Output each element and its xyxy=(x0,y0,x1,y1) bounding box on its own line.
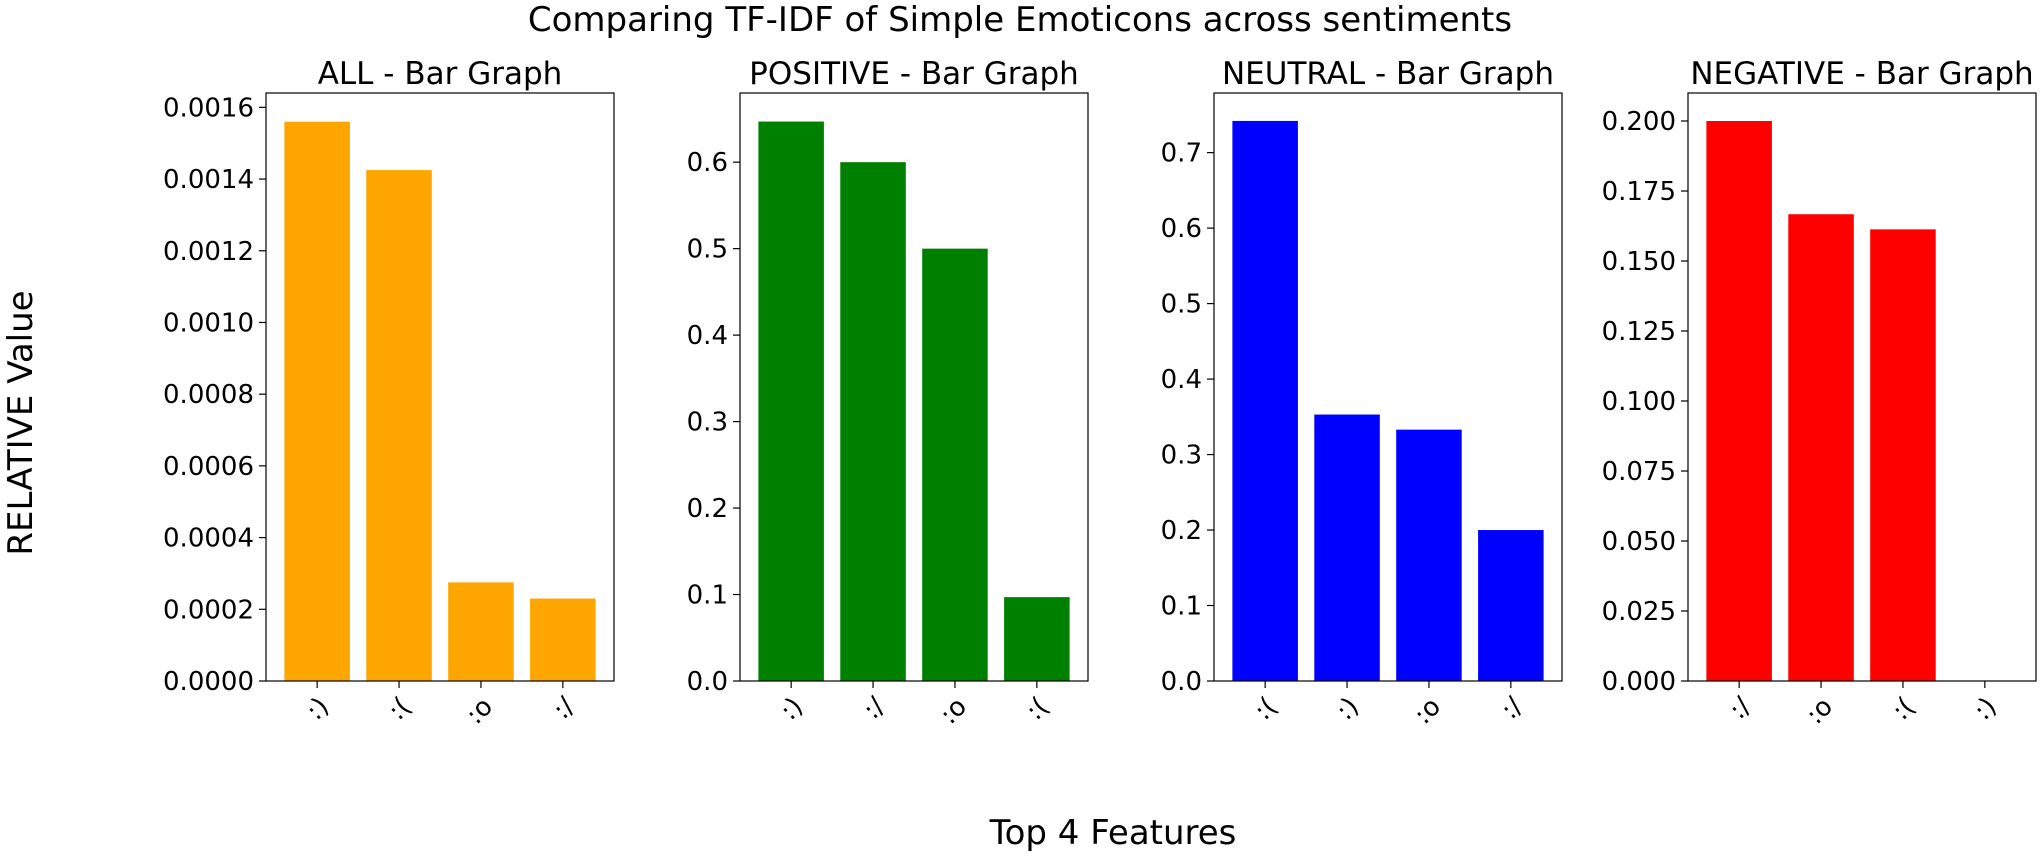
y-tick-label: 0.6 xyxy=(687,148,728,178)
subplot-1: :) :( :o :/ 0.0000 0.0002 0.0004 0.0006 0.0008 0.… xyxy=(163,56,615,731)
x-tick-label: :o xyxy=(1800,692,1839,731)
y-tick-label: 0.150 xyxy=(1602,247,1676,277)
x-tick-label: :o xyxy=(1408,692,1447,731)
y-tick-label: 0.0014 xyxy=(163,165,254,195)
y-tick-label: 0.000 xyxy=(1602,667,1676,697)
y-tick-label: 0.2 xyxy=(1161,516,1202,546)
x-tick-label: :( xyxy=(1020,692,1055,727)
y-tick-label: 0.4 xyxy=(687,321,728,351)
x-tick-label: :o xyxy=(934,692,973,731)
subplot-3: :(:) :o :/ 0.0 0.1 0.2 0.3 0.4 0.5 0.6 0.7 NEUTRAL … xyxy=(1161,56,1563,731)
bar xyxy=(284,121,350,682)
bar xyxy=(530,598,596,681)
x-tick-label: :) xyxy=(775,692,810,727)
y-tick-label: 0.0010 xyxy=(163,308,254,338)
axes-frame xyxy=(1687,92,2037,682)
y-tick-label: 0.4 xyxy=(1161,365,1202,395)
bar xyxy=(1788,214,1854,682)
bar xyxy=(840,162,906,681)
axes-frame xyxy=(1213,92,1563,682)
axes-frame xyxy=(265,92,615,682)
y-tick-label: 0.075 xyxy=(1602,457,1676,487)
x-tick-label: :) xyxy=(1330,692,1365,727)
figure-suptitle: Comparing TF-IDF of Simple Emoticons acr… xyxy=(528,0,1512,40)
y-tick-label: 0.1 xyxy=(687,581,728,611)
y-tick-label: 0.2 xyxy=(687,494,728,524)
x-tick-label: :/ xyxy=(1724,692,1758,726)
bar xyxy=(366,170,432,681)
y-tick-label: 0.6 xyxy=(1161,214,1202,244)
axes-frame xyxy=(739,92,1089,682)
bar xyxy=(1706,121,1772,681)
x-tick-label: :( xyxy=(1886,692,1921,727)
bar xyxy=(758,121,824,682)
subplot-4: :/ :o :(:) 0.000 0.025 0.050 0.075 0.100 0.125 0.… xyxy=(1602,56,2037,731)
bar xyxy=(1314,414,1380,681)
y-tick-label: 0.7 xyxy=(1161,139,1202,169)
x-tick-label: :( xyxy=(382,692,417,727)
subplot-title: ALL - Bar Graph xyxy=(318,56,563,92)
bar xyxy=(1478,530,1544,681)
y-tick-label: 0.175 xyxy=(1602,177,1676,207)
y-tick-label: 0.125 xyxy=(1602,317,1676,347)
x-tick-label: :( xyxy=(1249,692,1284,727)
subplots: :) :( :o :/ 0.0000 0.0002 0.0004 0.0006 0.0008 0.… xyxy=(163,56,2037,731)
y-tick-label: 0.0 xyxy=(1161,667,1202,697)
y-tick-label: 0.3 xyxy=(1161,441,1202,471)
bar xyxy=(1870,229,1936,682)
x-tick-label: :) xyxy=(1968,692,2003,727)
y-tick-label: 0.0008 xyxy=(163,380,254,410)
y-tick-label: 0.5 xyxy=(1161,290,1202,320)
bar xyxy=(448,582,514,681)
y-tick-label: 0.0006 xyxy=(163,452,254,482)
y-tick-label: 0.0016 xyxy=(163,93,254,123)
x-tick-label: :o xyxy=(460,692,499,731)
bar xyxy=(922,248,988,681)
y-tick-label: 0.100 xyxy=(1602,387,1676,417)
y-tick-label: 0.200 xyxy=(1602,107,1676,137)
y-tick-label: 0.0000 xyxy=(163,667,254,697)
x-tick-label: :/ xyxy=(547,692,581,726)
subplot-2: :) :/ :o :( 0.0 0.1 0.2 0.3 0.4 0.5 0.6 POSITIVE - … xyxy=(687,56,1089,731)
y-tick-label: 0.0004 xyxy=(163,524,254,554)
subplot-title: NEGATIVE - Bar Graph xyxy=(1690,56,2033,92)
bar xyxy=(1004,597,1070,681)
y-tick-label: 0.1 xyxy=(1161,592,1202,622)
y-tick-label: 0.050 xyxy=(1602,527,1676,557)
bar xyxy=(1232,120,1298,682)
y-tick-label: 0.5 xyxy=(687,235,728,265)
y-tick-label: 0.3 xyxy=(687,408,728,438)
x-tick-label: :/ xyxy=(857,692,891,726)
y-tick-label: 0.0012 xyxy=(163,237,254,267)
x-tick-label: :) xyxy=(301,692,336,727)
y-tick-label: 0.025 xyxy=(1602,597,1676,627)
y-tick-label: 0.0 xyxy=(687,667,728,697)
subplot-title: NEUTRAL - Bar Graph xyxy=(1222,56,1554,92)
x-tick-label: :/ xyxy=(1495,692,1529,726)
y-tick-label: 0.0002 xyxy=(163,595,254,625)
subplot-title: POSITIVE - Bar Graph xyxy=(749,56,1079,92)
figure-xlabel: Top 4 Features xyxy=(989,813,1237,853)
bar xyxy=(1396,429,1462,681)
figure-ylabel: RELATIVE Value xyxy=(1,290,41,555)
